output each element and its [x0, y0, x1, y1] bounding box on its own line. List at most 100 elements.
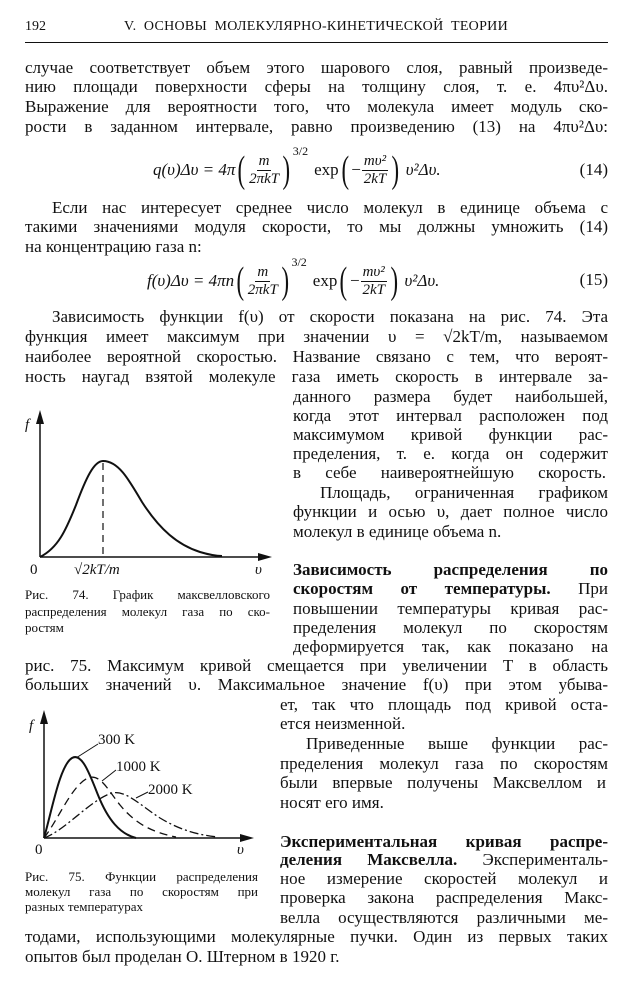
text-line: ет, так что площадь под кривой оста-	[280, 695, 608, 714]
text-line: функции и осью υ, дает полное число	[293, 502, 608, 521]
leader-line	[135, 791, 149, 799]
text-line: наиболее вероятной скоростью. Название с…	[25, 347, 608, 366]
text-span: Эксперименталь-	[457, 850, 608, 869]
text-line: тодами, использующими молекулярные пучки…	[25, 927, 608, 946]
equation-14: q(υ)Δυ = 4π ( m 2πkT ) 3/2 exp ( − mυ² 2kT…	[153, 144, 441, 192]
header-rule	[25, 42, 608, 43]
text-line: пределения, т. е. когда он содержит	[293, 444, 608, 463]
x-axis-arrow-icon	[240, 834, 254, 842]
x-axis-arrow-icon	[258, 553, 272, 561]
section-heading: Зависимость распределения по	[293, 560, 608, 579]
figure-74-plot	[36, 410, 272, 561]
denominator: 2kT	[362, 281, 385, 298]
minus-sign: −	[351, 160, 361, 179]
text-line: больших значений υ. Максимальное значени…	[25, 675, 608, 694]
page-number: 192	[25, 19, 46, 34]
text-line: на концентрацию газа n:	[25, 237, 202, 256]
text-line: деления Максвелла. Эксперименталь-	[280, 850, 608, 870]
curve-300k	[43, 756, 137, 839]
text-line: такими значениями модуля скорости, то мы…	[25, 217, 608, 236]
figure-caption: разных температурах	[25, 899, 143, 914]
fraction: mυ² 2kT	[360, 263, 387, 299]
section-heading: деления Максвелла.	[280, 850, 458, 869]
paren: (	[236, 260, 245, 302]
text-line: Если нас интересует среднее число молеку…	[52, 198, 608, 217]
paren: )	[390, 260, 398, 302]
origin-label: 0	[30, 562, 38, 578]
paren: (	[237, 149, 246, 191]
text-line: Площадь, ограниченная графиком	[320, 483, 608, 502]
text-line: ется неизменной.	[280, 714, 406, 733]
x-axis-label: υ	[255, 562, 262, 578]
y-axis-arrow-icon	[36, 410, 44, 424]
paren: )	[281, 260, 289, 302]
curve-2000k	[43, 792, 219, 839]
y-axis-arrow-icon	[40, 710, 48, 724]
text-line: нию площади поверхности сферы на толщину…	[25, 77, 608, 96]
equation-number: (14)	[579, 160, 608, 179]
text-line: носят его имя.	[280, 793, 384, 812]
equation-number: (15)	[579, 270, 608, 289]
section-heading: Экспериментальная кривая распре-	[280, 832, 608, 851]
running-title: V. ОСНОВЫ МОЛЕКУЛЯРНО-КИНЕТИЧЕСКОЙ ТЕОРИ…	[124, 19, 508, 34]
numerator: mυ²	[360, 263, 387, 282]
text-line: деформируется так, как показано на	[293, 637, 608, 656]
text-line: функция имеет максимум при значении υ = …	[25, 327, 608, 346]
text-line: ность наугад взятой молекуле газа иметь …	[25, 367, 608, 386]
curve-label-2000k: 2000 K	[148, 782, 193, 798]
leader-line	[101, 769, 117, 782]
y-axis-label: f	[25, 417, 30, 433]
exponent: 3/2	[291, 255, 307, 269]
paren: )	[391, 149, 400, 191]
figure-caption: молекул газа по скоростям при	[25, 884, 258, 899]
denominator: 2kT	[363, 170, 387, 187]
minus-sign: −	[350, 271, 360, 290]
figure-75-plot	[40, 710, 254, 842]
numerator: m	[255, 263, 271, 282]
fraction: mυ² 2kT	[361, 152, 389, 188]
text-line: опытов был проделан О. Штерном в 1920 г.	[25, 947, 340, 966]
leader-line	[75, 743, 99, 759]
text-line: были впервые получены Максвеллом и	[280, 773, 606, 792]
denominator: 2πkT	[249, 170, 280, 187]
text-line: проверка закона распределения Макс-	[280, 888, 608, 907]
figure-caption: ростям	[25, 620, 64, 635]
x-axis-label: υ	[237, 842, 244, 858]
paren: )	[282, 149, 291, 191]
section-heading: скоростям от температуры.	[293, 579, 551, 598]
text-line: пределения молекул по скоростям	[293, 618, 608, 637]
text-line: молекул в единице объема n.	[293, 522, 502, 541]
equation-15: f(υ)Δυ = 4πn ( m 2πkT ) 3/2 exp ( − mυ² 2k…	[147, 255, 439, 303]
exp-function: exp	[314, 160, 339, 179]
curve-label-300k: 300 K	[98, 732, 136, 748]
text-line: в себе наивероятнейшую скорость.	[293, 463, 606, 482]
text-line: ное измерение скоростей молекул и	[280, 869, 608, 888]
distribution-curve	[39, 459, 223, 558]
text-line: случае соответствует объем этого шаровог…	[25, 58, 608, 77]
denominator: 2πkT	[247, 281, 278, 298]
peak-label: √2kT/m	[74, 562, 120, 578]
text-line: скоростям от температуры. При	[293, 579, 608, 599]
text-line: рости в заданном интервале, равно произв…	[25, 117, 608, 136]
numerator: m	[256, 152, 272, 171]
paren: (	[339, 260, 348, 302]
text-line: рис. 75. Максимум кривой смещается при у…	[25, 656, 608, 675]
text-line: Приведенные выше функции рас-	[306, 734, 608, 753]
fraction: m 2πkT	[248, 264, 278, 299]
paren: (	[341, 149, 349, 191]
exponent: 3/2	[292, 144, 309, 158]
text-line: велла осуществляются различными ме-	[280, 908, 608, 927]
text-line: пределения молекул газа по скоростям	[280, 754, 608, 773]
figure-caption: распределения молекул газа по ско-	[25, 604, 270, 619]
eq-tail: υ²Δυ.	[405, 160, 441, 179]
text-line: данного размера будет наибольшей,	[293, 387, 608, 406]
curve-label-1000k: 1000 K	[116, 759, 161, 775]
text-span: При	[550, 579, 608, 598]
numerator: mυ²	[361, 152, 389, 171]
text-line: когда этот интервал расположен под	[293, 406, 608, 425]
curve-1000k	[43, 776, 177, 839]
y-axis-label: f	[29, 718, 34, 734]
figure-caption: Рис. 74. График максвелловского	[25, 587, 270, 602]
exp-function: exp	[312, 271, 338, 290]
